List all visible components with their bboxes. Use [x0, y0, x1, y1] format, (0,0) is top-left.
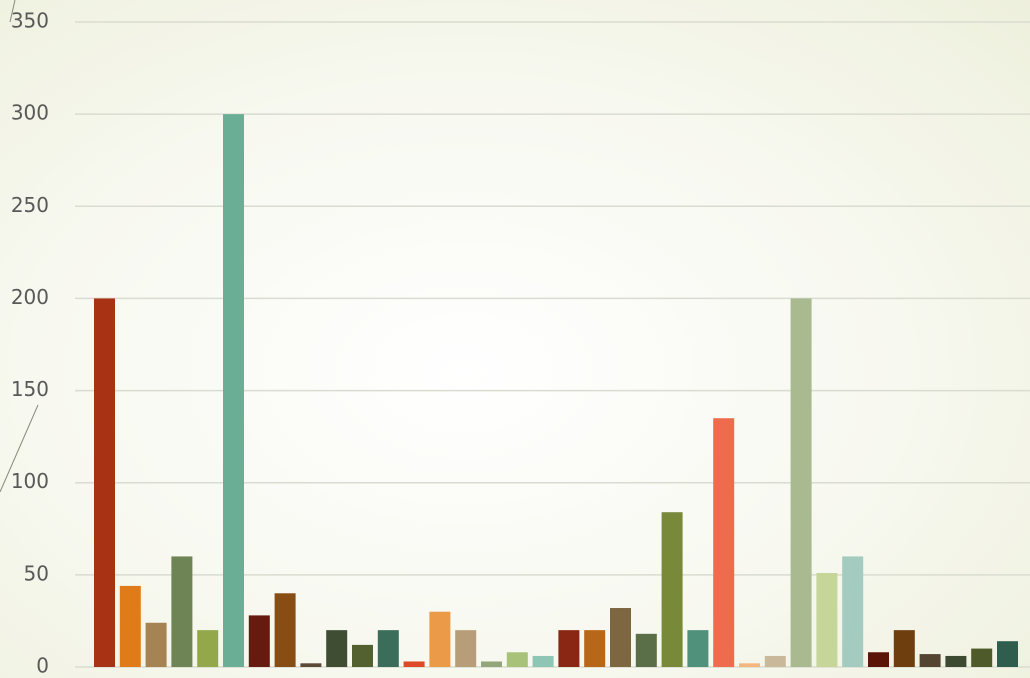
bar [919, 654, 941, 667]
y-tick-label: 300 [11, 101, 49, 125]
bar [558, 630, 580, 667]
y-tick-label: 50 [24, 561, 49, 585]
y-tick-label: 0 [36, 654, 49, 678]
bar [868, 652, 889, 667]
bar [248, 615, 270, 667]
bar [455, 630, 477, 667]
bar [790, 298, 812, 667]
bar [893, 630, 915, 667]
bar [713, 418, 735, 667]
bar [352, 644, 373, 667]
bar [997, 641, 1018, 667]
bar [661, 512, 683, 667]
decor-line [9, 0, 16, 23]
bar [274, 593, 296, 667]
bar [842, 556, 864, 667]
bar [971, 648, 993, 667]
bar [687, 630, 709, 667]
y-tick-label: 100 [11, 469, 49, 493]
bar [816, 573, 838, 667]
bar [145, 622, 167, 667]
bar [377, 630, 399, 667]
y-tick-label: 200 [11, 285, 49, 309]
bar [171, 556, 193, 667]
decor-line [0, 404, 39, 493]
bar [506, 652, 528, 667]
bar [584, 630, 606, 667]
bar [300, 663, 322, 667]
y-tick-label: 350 [11, 9, 49, 33]
bar [429, 611, 451, 667]
y-tick-label: 150 [11, 377, 49, 401]
bar [739, 663, 760, 667]
bar [764, 655, 786, 667]
bar [532, 655, 554, 667]
bar [403, 661, 425, 667]
bar [119, 585, 141, 667]
y-tick-label: 250 [11, 193, 49, 217]
bar [197, 630, 219, 667]
bar [610, 608, 631, 667]
bar [635, 633, 657, 667]
bar [945, 655, 967, 667]
bar [223, 114, 244, 667]
bar [326, 630, 348, 667]
bar [481, 661, 502, 667]
bar [94, 298, 115, 667]
